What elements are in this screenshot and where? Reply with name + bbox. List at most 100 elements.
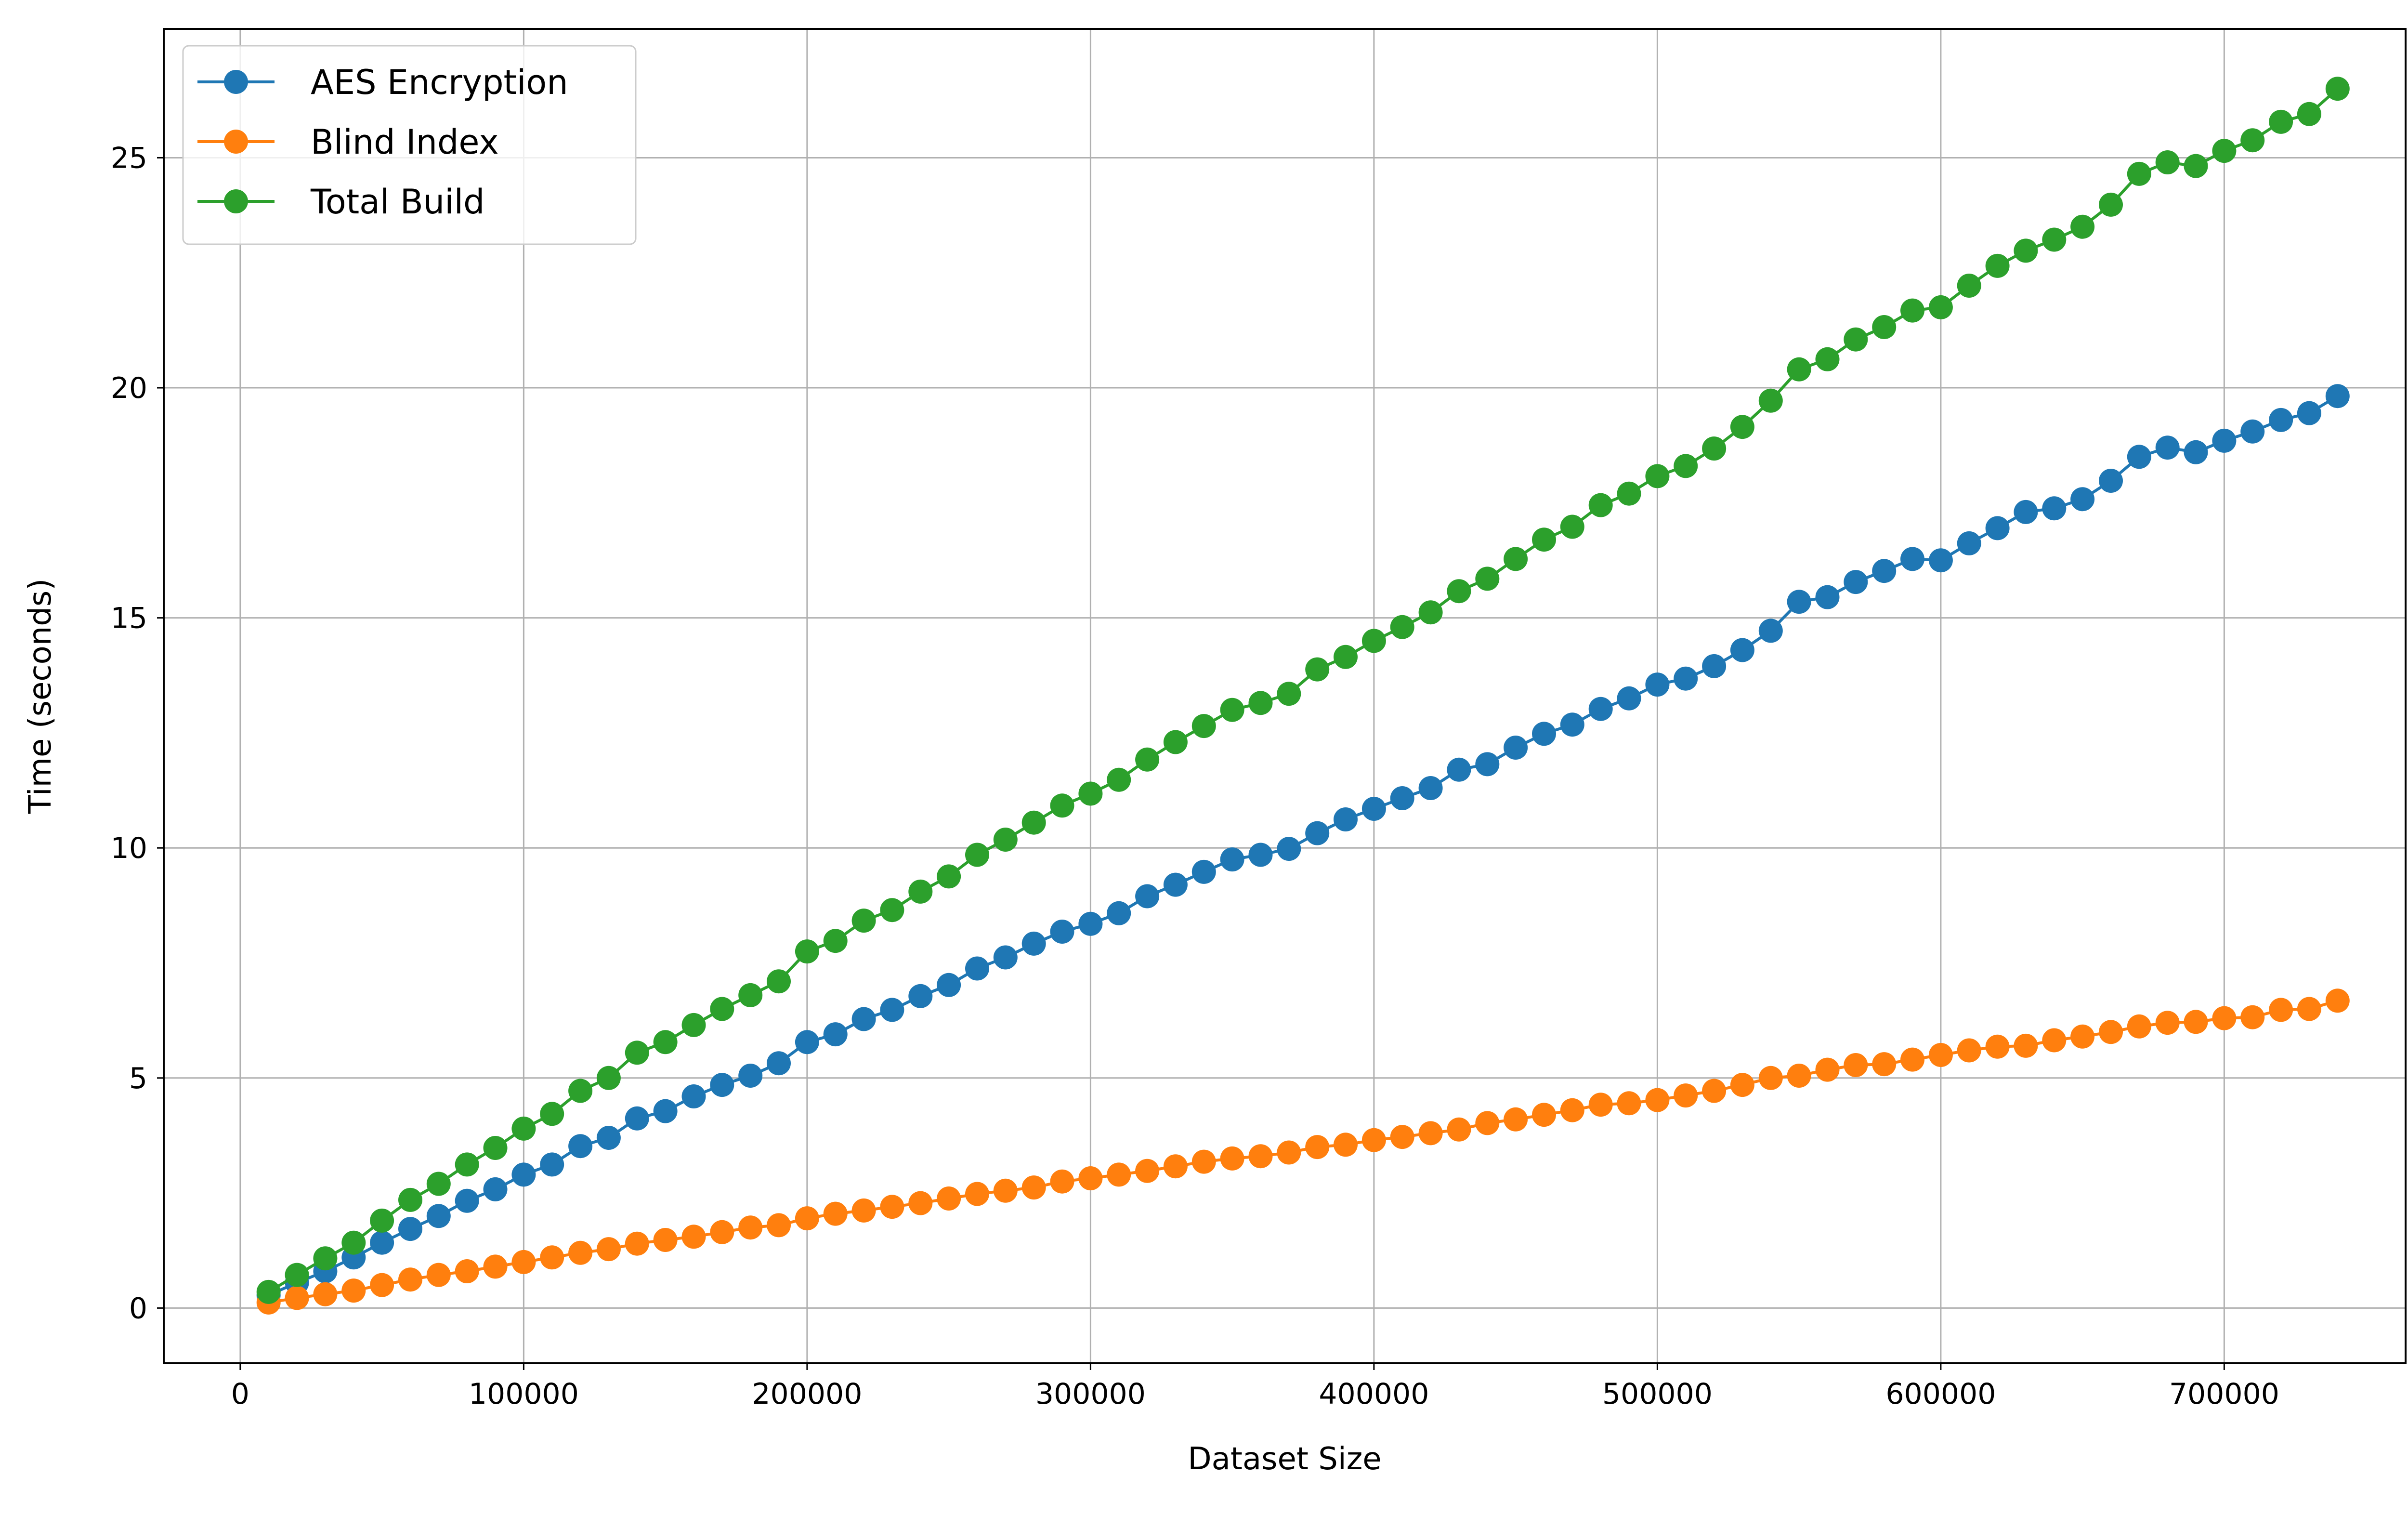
data-point xyxy=(1021,810,1046,835)
data-point xyxy=(1277,682,1301,706)
data-point xyxy=(483,1177,508,1201)
data-point xyxy=(1702,1079,1727,1103)
legend-marker xyxy=(224,130,248,154)
data-point xyxy=(851,1198,876,1223)
data-point xyxy=(2042,1028,2067,1053)
data-point xyxy=(1277,837,1301,861)
data-point xyxy=(1844,570,1868,594)
x-tick-label: 500000 xyxy=(1602,1377,1713,1411)
data-point xyxy=(1447,757,1471,782)
data-point xyxy=(1305,657,1330,682)
data-point xyxy=(1758,388,1783,413)
data-point xyxy=(1957,531,1981,555)
data-point xyxy=(540,1152,564,1177)
legend-label: AES Encryption xyxy=(311,63,568,102)
data-point xyxy=(2042,496,2067,521)
data-point xyxy=(398,1267,422,1292)
data-point xyxy=(823,1022,848,1047)
data-point xyxy=(2014,238,2038,263)
data-point xyxy=(2099,1020,2123,1044)
data-point xyxy=(993,828,1018,852)
data-point xyxy=(1532,527,1556,552)
data-point xyxy=(1872,315,1897,339)
data-point xyxy=(823,1201,848,1226)
data-point xyxy=(1334,1133,1358,1157)
data-point xyxy=(937,1186,961,1211)
data-point xyxy=(1050,1169,1074,1194)
data-point xyxy=(1872,1052,1897,1077)
data-point xyxy=(710,1220,734,1244)
data-point xyxy=(1730,415,1754,439)
data-point xyxy=(1560,514,1584,539)
data-point xyxy=(2099,469,2123,493)
data-point xyxy=(2240,419,2265,444)
data-point xyxy=(1588,493,1613,517)
data-point xyxy=(880,1195,904,1219)
data-point xyxy=(1645,464,1670,488)
data-point xyxy=(1588,1093,1613,1117)
data-point xyxy=(313,1282,338,1306)
x-tick-label: 0 xyxy=(231,1377,249,1411)
data-point xyxy=(1617,481,1641,506)
data-point xyxy=(1900,298,1924,323)
series-blind-index xyxy=(256,988,2350,1315)
data-point xyxy=(2155,150,2180,174)
data-point xyxy=(795,1030,819,1054)
data-point xyxy=(908,879,933,904)
data-point xyxy=(1361,797,1386,821)
data-point xyxy=(1815,1057,1840,1082)
data-point xyxy=(1390,786,1414,810)
data-point xyxy=(738,1215,763,1240)
data-point xyxy=(1447,579,1471,604)
y-axis-label: Time (seconds) xyxy=(23,579,58,815)
data-point xyxy=(1560,1098,1584,1122)
data-point xyxy=(1475,752,1500,777)
data-point xyxy=(1787,1064,1811,1088)
data-point xyxy=(2325,988,2350,1013)
data-point xyxy=(341,1278,366,1303)
data-point xyxy=(2070,1024,2095,1049)
data-point xyxy=(2155,1011,2180,1035)
x-axis-ticks: 0 100000 200000 300000 400000 500000 600000 700… xyxy=(231,1363,2279,1411)
x-tick-label: 400000 xyxy=(1319,1377,1429,1411)
x-tick-label: 100000 xyxy=(469,1377,579,1411)
data-point xyxy=(767,1051,791,1076)
data-point xyxy=(823,929,848,953)
data-point xyxy=(1730,1073,1754,1097)
data-point xyxy=(795,1206,819,1231)
data-point xyxy=(1334,807,1358,831)
x-axis-label: Dataset Size xyxy=(1188,1441,1381,1477)
data-point xyxy=(2269,998,2293,1022)
data-point xyxy=(1928,548,1953,573)
data-point xyxy=(738,1064,763,1088)
legend-box xyxy=(182,45,637,245)
data-point xyxy=(1248,843,1273,867)
data-point xyxy=(1815,347,1840,371)
data-point xyxy=(1844,327,1868,352)
data-point xyxy=(2240,128,2265,153)
data-point xyxy=(1334,645,1358,669)
data-point xyxy=(540,1102,564,1126)
data-point xyxy=(1787,590,1811,614)
data-point xyxy=(398,1217,422,1241)
data-point xyxy=(2297,401,2321,425)
data-point xyxy=(1220,1146,1244,1171)
data-point xyxy=(313,1246,338,1271)
y-tick-label: 5 xyxy=(129,1062,147,1095)
data-point xyxy=(767,969,791,994)
data-point xyxy=(1702,436,1727,461)
data-point xyxy=(426,1172,451,1196)
y-tick-label: 20 xyxy=(111,371,147,405)
data-point xyxy=(511,1116,536,1141)
data-point xyxy=(2014,1033,2038,1058)
data-point xyxy=(455,1152,479,1177)
data-point xyxy=(2014,500,2038,524)
series-group xyxy=(256,77,2350,1315)
data-point xyxy=(653,1228,678,1252)
data-point xyxy=(710,997,734,1021)
data-point xyxy=(1277,1140,1301,1165)
data-point xyxy=(455,1259,479,1283)
data-point xyxy=(568,1079,593,1103)
data-point xyxy=(370,1273,394,1297)
data-point xyxy=(625,1041,649,1065)
